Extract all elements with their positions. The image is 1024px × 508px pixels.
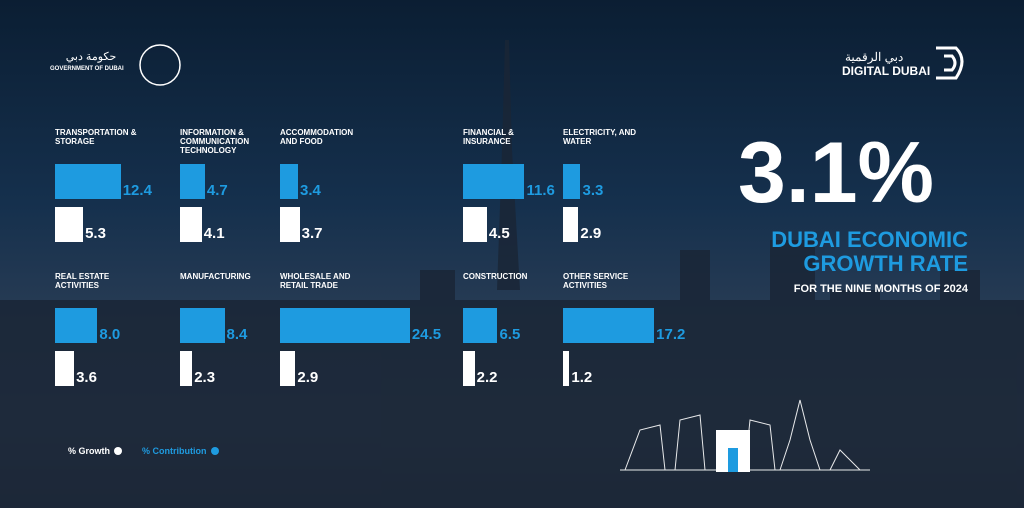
value-label: 2.3 (194, 369, 216, 386)
value-label: 3.7 (301, 225, 323, 242)
value-label: 12.4 (122, 182, 152, 199)
bar (563, 351, 570, 386)
gov-english: GOVERNMENT OF DUBAI (50, 66, 124, 72)
category-label: OTHER SERVICE ACTIVITIES (563, 272, 629, 290)
value-label: 4.5 (488, 225, 510, 242)
category-label: FINANCIAL & INSURANCE (463, 128, 514, 146)
bar (180, 207, 202, 242)
digital-arabic: دبي الرقمية (845, 50, 904, 64)
value-label: 24.5 (411, 326, 442, 343)
category-label: CONSTRUCTION (463, 272, 528, 281)
value-label: 4.7 (206, 182, 228, 199)
bar (180, 164, 205, 199)
value-label: 17.2 (656, 326, 686, 343)
value-label: 1.2 (571, 369, 593, 386)
digital-english: DIGITAL DUBAI (842, 64, 931, 78)
bar (563, 207, 579, 242)
bar (463, 308, 498, 343)
legend-dot (210, 447, 219, 455)
legend-dot (114, 447, 122, 455)
category-label: TRANSPORTATION & STORAGE (55, 128, 137, 146)
value-label: 6.5 (499, 326, 521, 343)
bar (463, 351, 475, 386)
bar (563, 308, 655, 343)
value-label: 2.2 (476, 369, 498, 386)
bar (55, 351, 75, 386)
headline-value: 3.1% (738, 125, 935, 221)
value-label: 8.0 (99, 326, 121, 343)
bar (463, 207, 487, 242)
bar (280, 351, 296, 386)
value-label: 8.4 (226, 326, 248, 343)
bar (180, 351, 193, 386)
legend-label: % Contribution (142, 446, 207, 456)
value-label: 5.3 (85, 225, 106, 242)
value-label: 3.6 (76, 369, 97, 386)
value-label: 4.1 (203, 225, 225, 242)
legend-item: % Growth (68, 446, 122, 456)
bar (55, 207, 84, 242)
bar (280, 308, 410, 343)
legend-item: % Contribution (142, 446, 219, 456)
value-label: 2.9 (297, 369, 319, 386)
bar (180, 308, 225, 343)
category-label: ACCOMMODATION AND FOOD (280, 128, 354, 146)
bar (55, 308, 98, 343)
gov-arabic: حكومة دبي (65, 51, 117, 63)
category-label: ELECTRICITY, AND WATER (563, 128, 637, 146)
legend-label: % Growth (68, 446, 110, 456)
category-label: REAL ESTATE ACTIVITIES (55, 272, 110, 290)
bar (55, 164, 121, 199)
bar (280, 164, 299, 199)
category-label: WHOLESALE AND RETAIL TRADE (280, 272, 351, 290)
value-label: 11.6 (526, 182, 555, 199)
value-label: 2.9 (580, 225, 602, 242)
category-label: MANUFACTURING (180, 272, 251, 281)
value-label: 3.3 (582, 182, 604, 199)
value-label: 3.4 (300, 182, 321, 199)
headline-subtitle: FOR THE NINE MONTHS OF 2024 (793, 283, 968, 295)
bar (463, 164, 525, 199)
bar (563, 164, 581, 199)
category-label: INFORMATION & COMMUNICATION TECHNOLOGY (180, 128, 250, 155)
headline-title: DUBAI ECONOMIC GROWTH RATE (771, 227, 968, 276)
bar (280, 207, 300, 242)
